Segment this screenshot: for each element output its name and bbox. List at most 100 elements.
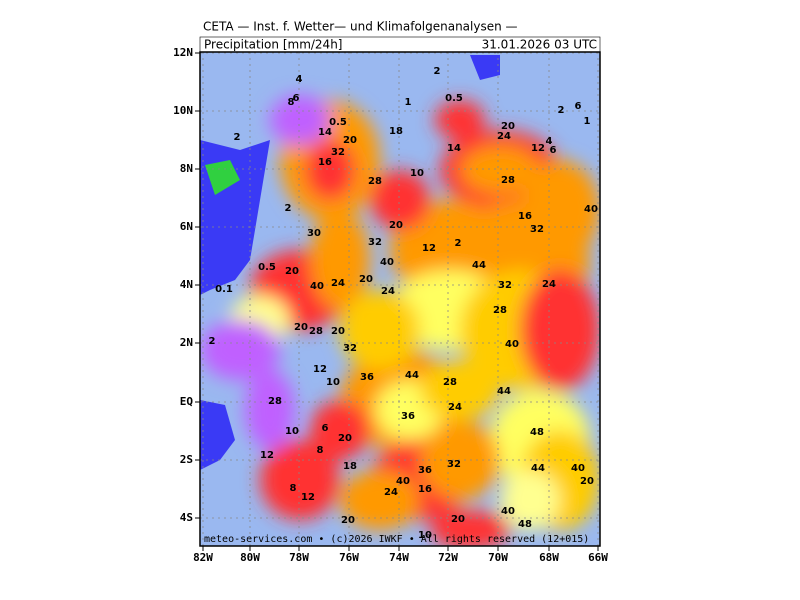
contour-label: 6 [293, 93, 300, 104]
map-frame [199, 51, 601, 547]
precip-area [310, 400, 370, 460]
contour-label: 32 [447, 459, 461, 470]
contour-label: 44 [497, 386, 511, 397]
lat-label: 4S [180, 511, 193, 524]
contour-label: 2 [209, 336, 216, 347]
contour-label: 18 [389, 126, 403, 137]
contour-label: 24 [384, 487, 398, 498]
contour-label: 40 [380, 257, 394, 268]
lon-label: 68W [539, 551, 559, 564]
contour-label: 8 [290, 483, 297, 494]
contour-label: 20 [451, 514, 465, 525]
ocean [200, 400, 235, 470]
contour-label: 14 [447, 143, 461, 154]
contour-label: 16 [418, 484, 432, 495]
lat-label: 8N [180, 162, 193, 175]
contour-label: 1 [405, 97, 412, 108]
contour-label: 32 [331, 147, 345, 158]
contour-label: 28 [268, 396, 282, 407]
contour-label: 0.5 [445, 93, 463, 104]
lat-label: 12N [173, 46, 193, 59]
contour-label: 32 [498, 280, 512, 291]
contour-label: 40 [396, 476, 410, 487]
contour-label: 10 [418, 530, 432, 541]
contour-label: 10 [410, 168, 424, 179]
contour-label: 4 [546, 136, 553, 147]
precip-area [270, 95, 330, 145]
lat-label: EQ [180, 395, 194, 408]
contour-label: 40 [501, 506, 515, 517]
lat-label: 6N [180, 220, 193, 233]
contour-label: 24 [542, 279, 556, 290]
contour-label: 48 [530, 427, 544, 438]
contour-label: 40 [505, 339, 519, 350]
contour-label: 20 [294, 322, 308, 333]
sea [470, 55, 500, 80]
contour-label: 12 [301, 492, 315, 503]
lon-label: 74W [389, 551, 409, 564]
precip-area [420, 360, 500, 420]
contour-label: 24 [497, 131, 511, 142]
contour-label: 28 [443, 377, 457, 388]
contour-label: 1 [584, 116, 591, 127]
contour-label: 20 [359, 274, 373, 285]
contour-label: 2 [285, 203, 292, 214]
contour-label: 44 [531, 463, 545, 474]
contour-label: 40 [310, 281, 324, 292]
precip-area [340, 290, 420, 370]
precip-area [430, 510, 510, 546]
contour-label: 20 [343, 135, 357, 146]
contour-label: 36 [360, 372, 374, 383]
precip-area [520, 270, 600, 390]
lon-label: 66W [588, 551, 608, 564]
contour-label: 28 [309, 326, 323, 337]
contour-label: 24 [448, 402, 462, 413]
contour-label: 24 [381, 286, 395, 297]
contour-label: 28 [368, 176, 382, 187]
precip-area [520, 160, 600, 260]
precip-area [500, 470, 560, 530]
contour-label: 20 [389, 220, 403, 231]
contour-label: 40 [584, 204, 598, 215]
lon-label: 82W [193, 551, 213, 564]
contour-label: 2 [455, 238, 462, 249]
lat-label: 10N [173, 104, 193, 117]
contour-label: 16 [518, 211, 532, 222]
contour-label: 10 [285, 426, 299, 437]
contour-label: 2 [434, 66, 441, 77]
contour-label: 48 [518, 519, 532, 530]
contour-label: 12 [422, 243, 436, 254]
contour-label: 12 [313, 364, 327, 375]
contour-label: 28 [493, 305, 507, 316]
header-variable: Precipitation [mm/24h] [204, 38, 342, 52]
contour-label: 0.5 [258, 262, 276, 273]
precip-area [460, 145, 540, 195]
precip-area [435, 100, 485, 140]
contour-label: 14 [318, 127, 332, 138]
lat-label: 2N [180, 336, 193, 349]
contour-label: 2 [558, 105, 565, 116]
lat-label: 2S [180, 453, 193, 466]
contour-label: 2 [234, 132, 241, 143]
contour-label: 12 [260, 450, 274, 461]
contour-label: 44 [405, 370, 419, 381]
lat-label: 4N [180, 278, 193, 291]
contour-label: 16 [318, 157, 332, 168]
footer: meteo-services.com • (c)2026 IWKF • All … [204, 534, 589, 545]
contour-label: 12 [531, 143, 545, 154]
contour-label: 40 [571, 463, 585, 474]
contour-label: 6 [322, 423, 329, 434]
contour-label: 36 [401, 411, 415, 422]
contour-label: 32 [530, 224, 544, 235]
contour-label: 32 [343, 343, 357, 354]
contour-label: 18 [343, 461, 357, 472]
lon-label: 72W [438, 551, 458, 564]
contour-label: 28 [501, 175, 515, 186]
contour-label: 4 [296, 74, 303, 85]
contour-label: 32 [368, 237, 382, 248]
contour-label: 20 [338, 433, 352, 444]
lon-label: 70W [488, 551, 508, 564]
contour-label: 44 [472, 260, 486, 271]
